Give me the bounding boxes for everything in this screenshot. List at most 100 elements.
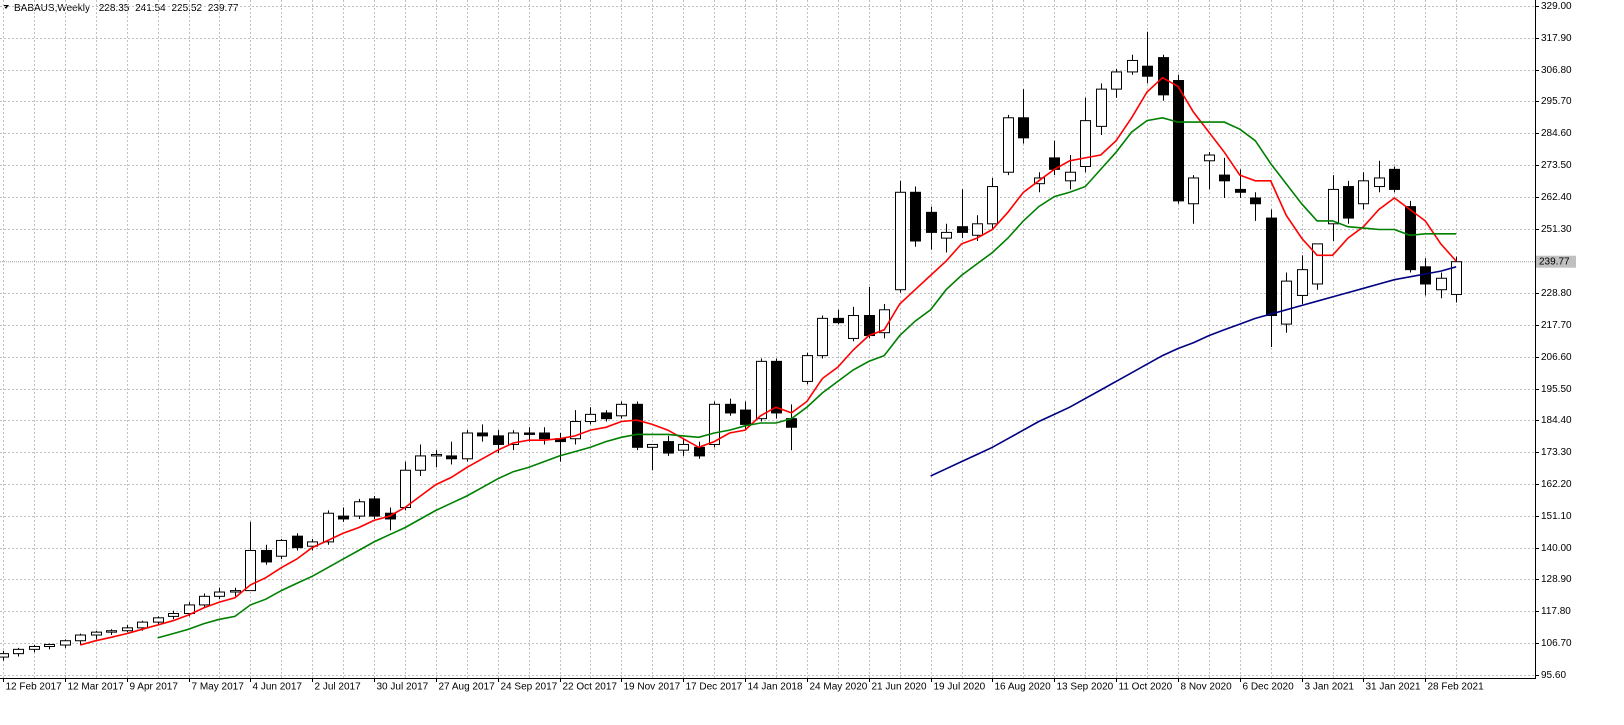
x-tick-label: 2 Jul 2017 <box>315 682 362 693</box>
candle-body <box>848 315 859 339</box>
candle-body <box>632 403 643 448</box>
candle-body <box>261 549 272 563</box>
candle-body <box>75 634 86 642</box>
y-tick-label: 295.70 <box>1541 96 1572 107</box>
x-tick-label: 13 Sep 2020 <box>1057 682 1114 693</box>
candle-body <box>1389 168 1400 190</box>
x-tick-label: 19 Jul 2020 <box>934 682 986 693</box>
candle-body <box>276 539 287 557</box>
y-tick-label: 206.60 <box>1541 352 1572 363</box>
candle-body <box>137 621 148 629</box>
close-value: 239.77 <box>208 3 239 14</box>
candle-body <box>895 191 906 291</box>
candle-body <box>756 360 767 420</box>
high-value: 241.54 <box>135 3 166 14</box>
x-tick-label: 9 Apr 2017 <box>130 682 179 693</box>
x-tick-label: 31 Jan 2021 <box>1366 682 1421 693</box>
x-tick-label: 11 Oct 2020 <box>1119 682 1173 693</box>
x-tick-label: 7 May 2017 <box>192 682 245 693</box>
candle-body <box>802 355 813 382</box>
candle-body <box>1096 88 1107 127</box>
y-tick-label: 251.30 <box>1541 224 1572 235</box>
y-tick-label: 184.40 <box>1541 415 1572 426</box>
x-tick-label: 27 Aug 2017 <box>439 682 496 693</box>
candle-body <box>864 315 875 337</box>
y-tick-label: 317.90 <box>1541 33 1572 44</box>
candle-body <box>694 446 705 457</box>
candle-body <box>508 432 519 445</box>
x-tick-label: 16 Aug 2020 <box>995 682 1052 693</box>
x-tick-label: 6 Dec 2020 <box>1243 682 1295 693</box>
candle-body <box>1173 80 1184 202</box>
candle-body <box>524 432 535 435</box>
candle-body <box>1003 117 1014 173</box>
marks <box>0 31 1462 661</box>
candle-body <box>1405 206 1416 271</box>
candle-body <box>601 412 612 420</box>
y-tick-label: 228.80 <box>1541 288 1572 299</box>
open-value: 228.35 <box>99 3 130 14</box>
candle-body <box>446 455 457 460</box>
candle-body <box>1281 280 1292 325</box>
low-value: 225.52 <box>171 3 202 14</box>
indicator-line <box>930 266 1457 477</box>
candle-body <box>245 549 256 592</box>
candle-body <box>1188 177 1199 205</box>
candle-body <box>1436 277 1447 291</box>
indicator-line <box>80 76 1457 646</box>
x-tick-label: 12 Feb 2017 <box>6 682 63 693</box>
candle-body <box>910 191 921 242</box>
price-tag-label: 239.77 <box>1539 256 1570 267</box>
candle-body <box>323 512 334 543</box>
candle-body <box>678 443 689 451</box>
candle-body <box>663 441 674 454</box>
symbol-title: BABAUS,Weekly <box>14 3 90 14</box>
candle-body <box>477 432 488 437</box>
candle-body <box>0 653 9 658</box>
y-tick-label: 306.80 <box>1541 65 1572 76</box>
candle-body <box>338 515 349 520</box>
y-tick-label: 217.70 <box>1541 320 1572 331</box>
candle-body <box>369 498 380 517</box>
candle-body <box>1018 117 1029 139</box>
candle-body <box>1158 57 1169 96</box>
candle-body <box>585 413 596 423</box>
candle-body <box>1328 188 1339 225</box>
candle-body <box>415 455 426 471</box>
candle-body <box>539 432 550 440</box>
indicator-line <box>157 116 1457 639</box>
candle-body <box>1219 174 1230 182</box>
y-tick-label: 329.00 <box>1541 1 1572 12</box>
price-tag <box>1536 255 1576 268</box>
x-tick-label: 4 Jun 2017 <box>253 682 303 693</box>
candle-body <box>1065 171 1076 182</box>
candle-body <box>184 604 195 615</box>
candle-body <box>1080 120 1091 167</box>
x-tick-label: 19 Nov 2017 <box>624 682 681 693</box>
candle-body <box>199 595 210 606</box>
candle-body <box>1111 71 1122 90</box>
candle-body <box>1235 188 1246 193</box>
candle-body <box>1312 243 1323 285</box>
x-tick-label: 22 Oct 2017 <box>563 682 618 693</box>
candle-body <box>725 403 736 414</box>
candle-body <box>493 435 504 445</box>
x-tick-label: 24 May 2020 <box>810 682 868 693</box>
candle-body <box>400 469 411 508</box>
candle-body <box>1204 154 1215 162</box>
candle-body <box>1266 217 1277 317</box>
candle-body <box>153 617 164 623</box>
candle-body <box>1127 59 1138 73</box>
candle-body <box>214 591 225 597</box>
candle-body <box>1451 261 1462 295</box>
y-tick-label: 195.50 <box>1541 384 1572 395</box>
y-tick-label: 106.70 <box>1541 638 1572 649</box>
candle-body <box>926 211 937 233</box>
x-tick-label: 30 Jul 2017 <box>377 682 429 693</box>
y-tick-label: 140.00 <box>1541 543 1572 554</box>
x-tick-label: 3 Jan 2021 <box>1305 682 1355 693</box>
candle-body <box>307 541 318 547</box>
candle-body <box>29 645 40 650</box>
x-tick-label: 17 Dec 2017 <box>686 682 743 693</box>
